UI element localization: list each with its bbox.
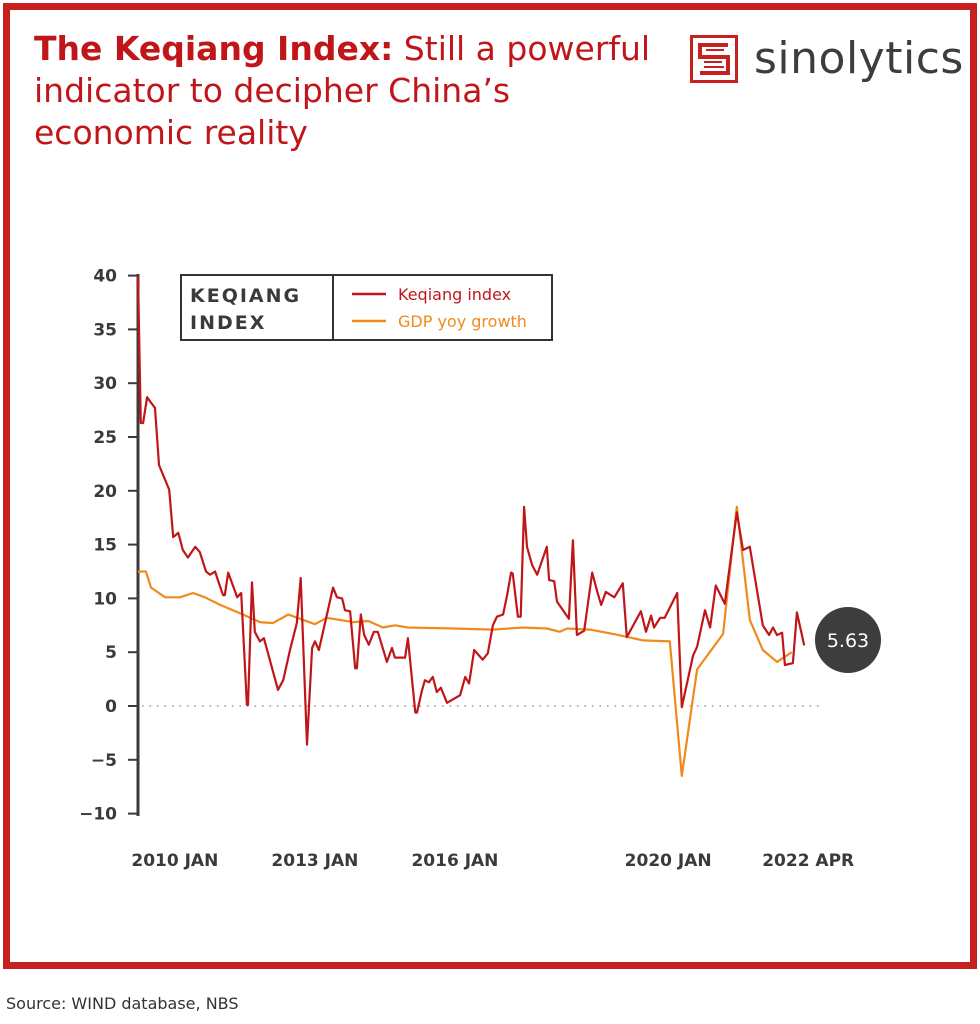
brand-name: sinolytics (754, 33, 964, 84)
y-tick-label: 5 (105, 643, 117, 663)
title-rest: Still a powerful indicator to decipher C… (34, 29, 651, 152)
x-tick-label: 2020 JAN (625, 851, 712, 871)
y-tick-label: 40 (93, 267, 117, 287)
legend: KEQIANG INDEX Keqiang index GDP yoy grow… (180, 274, 553, 341)
y-tick-label: 0 (105, 697, 117, 717)
legend-label-keqiang: Keqiang index (398, 285, 511, 304)
y-tick-label: 35 (93, 320, 117, 340)
keqiang-index-line (136, 275, 806, 746)
last-value-label: 5.63 (827, 630, 869, 652)
legend-title-line2: INDEX (190, 312, 266, 334)
legend-title-line1: KEQIANG (190, 285, 301, 307)
last-value-bubble: 5.63 (815, 607, 881, 673)
title-bold: The Keqiang Index: (34, 29, 394, 68)
y-tick-label: −10 (79, 805, 117, 825)
gdp-growth-line (138, 505, 793, 778)
page-title: The Keqiang Index: Still a powerful indi… (34, 28, 674, 154)
y-tick-label: 10 (93, 589, 117, 609)
x-tick-label: 2016 JAN (411, 851, 498, 871)
red-frame (3, 3, 977, 969)
y-tick-label: 20 (93, 482, 117, 502)
sinolytics-logo: sinolytics (690, 33, 964, 84)
x-tick-label: 2013 JAN (271, 851, 358, 871)
y-tick-label: −5 (91, 751, 117, 771)
source-note: Source: WIND database, NBS (6, 994, 239, 1013)
x-tick-label: 2022 APR (762, 851, 854, 871)
logo-mark-icon (690, 34, 738, 83)
legend-label-gdp: GDP yoy growth (398, 312, 527, 331)
y-tick-label: 25 (93, 428, 117, 448)
x-tick-label: 2010 JAN (131, 851, 218, 871)
y-tick-label: 15 (93, 536, 117, 556)
y-tick-label: 30 (93, 374, 117, 394)
